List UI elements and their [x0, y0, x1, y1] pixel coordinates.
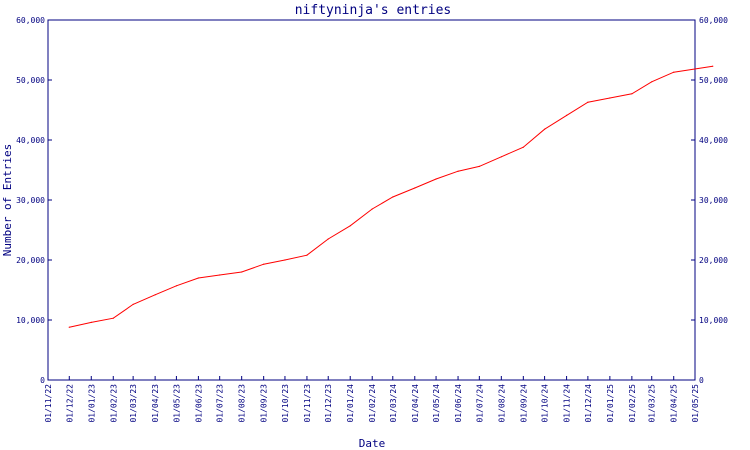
x-tick-label: 01/10/23: [281, 384, 290, 423]
x-tick-label: 01/09/24: [519, 384, 528, 423]
data-point: [712, 65, 714, 67]
data-point: [544, 128, 546, 130]
y-axis: 0 0 10,000 10,000 20,000 20,000 30,000 30,000 40…: [16, 16, 728, 385]
x-tick-label: 01/06/23: [194, 384, 203, 423]
data-point: [112, 317, 114, 319]
x-tick-label: 01/09/23: [260, 384, 269, 423]
data-point: [478, 165, 480, 167]
x-tick-label: 01/03/25: [648, 384, 657, 423]
x-tick-label: 01/08/23: [238, 384, 247, 423]
y-tick-label-right: 50,000: [699, 76, 728, 85]
x-tick-label: 01/12/22: [65, 384, 74, 423]
x-tick-label: 01/10/24: [541, 384, 550, 423]
y-tick-label-left: 60,000: [16, 16, 45, 25]
data-point: [263, 263, 265, 265]
y-tick-label-right: 30,000: [699, 196, 728, 205]
data-point: [587, 101, 589, 103]
data-point: [284, 259, 286, 261]
y-tick-label-left: 0: [40, 376, 45, 385]
x-axis-label: Date: [359, 437, 386, 450]
plot-area: [47, 19, 696, 381]
data-point: [197, 277, 199, 279]
data-point: [371, 208, 373, 210]
data-point: [457, 170, 459, 172]
x-tick-label: 01/05/23: [172, 384, 181, 423]
x-tick-label: 01/03/23: [129, 384, 138, 423]
y-tick-label-right: 10,000: [699, 316, 728, 325]
series-line-0: [69, 65, 713, 328]
x-tick-label: 01/11/24: [563, 384, 572, 423]
data-point: [306, 254, 308, 256]
x-tick-label: 01/03/24: [389, 384, 398, 423]
x-tick-label: 01/05/25: [691, 384, 700, 423]
x-tick-label: 01/02/25: [628, 384, 637, 423]
x-tick-label: 01/04/24: [411, 384, 420, 423]
y-tick-label-right: 0: [699, 376, 704, 385]
data-point: [651, 81, 653, 83]
y-tick-label-left: 30,000: [16, 196, 45, 205]
y-axis-label: Number of Entries: [1, 144, 14, 257]
y-tick-label-left: 10,000: [16, 316, 45, 325]
x-axis: 01/11/22 01/12/22 01/01/23 01/02/23 01/03/23…: [44, 376, 700, 423]
data-point: [132, 303, 134, 305]
data-point: [631, 93, 633, 95]
data-point: [219, 274, 221, 276]
data-point: [175, 285, 178, 287]
y-tick-label-left: 20,000: [16, 256, 45, 265]
x-tick-label: 01/07/23: [216, 384, 225, 423]
x-tick-label: 01/04/23: [151, 384, 160, 423]
x-tick-label: 01/01/24: [346, 384, 355, 423]
y-tick-label-left: 50,000: [16, 76, 45, 85]
data-point: [435, 178, 437, 180]
data-point: [673, 71, 675, 73]
y-tick-label-right: 20,000: [699, 256, 728, 265]
x-tick-label: 01/06/24: [454, 384, 463, 423]
x-tick-label: 01/11/23: [303, 384, 312, 423]
chart-title: niftyninja's entries: [295, 3, 452, 18]
data-point: [241, 271, 243, 273]
data-point: [154, 294, 156, 296]
data-point: [609, 97, 611, 99]
x-tick-label: 01/12/23: [324, 384, 333, 423]
data-point: [565, 114, 568, 116]
data-point: [414, 187, 416, 189]
series-layer: [68, 65, 714, 328]
data-point: [500, 156, 502, 158]
data-point: [68, 326, 70, 328]
data-point: [349, 225, 351, 227]
x-tick-label: 01/02/24: [368, 384, 377, 423]
data-point: [327, 238, 329, 240]
y-tick-label-right: 40,000: [699, 136, 728, 145]
x-tick-label: 01/07/24: [475, 384, 484, 423]
x-tick-label: 01/08/24: [497, 384, 506, 423]
x-tick-label: 01/02/23: [109, 384, 118, 423]
x-tick-label: 01/04/25: [670, 384, 679, 423]
x-tick-label: 01/01/25: [606, 384, 615, 423]
x-tick-label: 01/12/24: [584, 384, 593, 423]
x-tick-label: 01/11/22: [44, 384, 53, 423]
data-point: [522, 146, 524, 148]
y-tick-label-right: 60,000: [699, 16, 728, 25]
x-tick-label: 01/05/24: [432, 384, 441, 423]
data-point: [90, 321, 92, 323]
x-tick-label: 01/01/23: [87, 384, 96, 423]
y-tick-label-left: 40,000: [16, 136, 45, 145]
data-point: [392, 196, 394, 198]
